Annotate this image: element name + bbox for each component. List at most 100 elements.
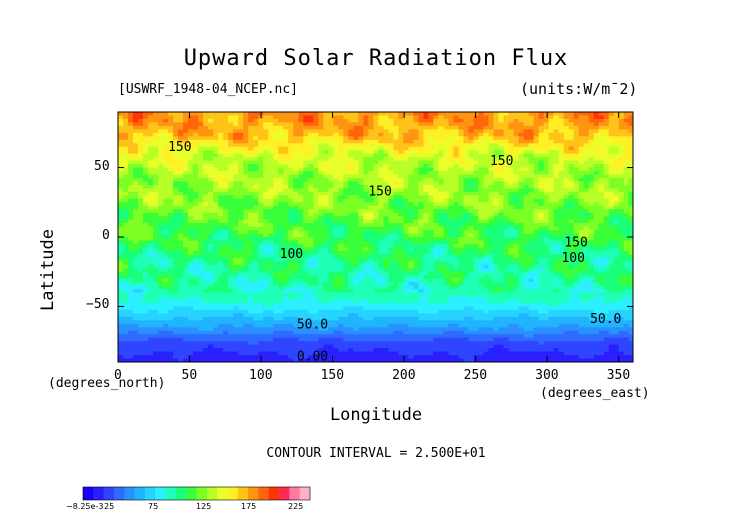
field-cell	[168, 198, 174, 203]
field-cell	[483, 143, 490, 148]
field-cell	[558, 150, 565, 155]
field-cell	[438, 230, 444, 235]
field-cell	[578, 268, 585, 273]
field-cell	[533, 250, 540, 255]
field-cell	[598, 184, 605, 189]
field-cell	[553, 136, 560, 141]
field-cell	[538, 233, 545, 238]
field-cell	[248, 240, 254, 245]
field-cell	[568, 136, 575, 141]
field-cell	[588, 146, 595, 151]
field-cell	[208, 223, 214, 228]
field-cell	[513, 261, 520, 266]
field-cell	[283, 167, 289, 172]
field-cell	[373, 247, 379, 252]
field-cell	[183, 247, 189, 252]
field-cell	[563, 143, 570, 148]
field-cell	[618, 198, 625, 203]
field-cell	[488, 146, 495, 151]
field-cell	[578, 230, 585, 235]
field-cell	[353, 129, 359, 134]
field-cell	[163, 268, 169, 273]
field-cell	[548, 268, 555, 273]
field-cell	[273, 243, 279, 248]
field-cell	[553, 143, 560, 148]
field-cell	[123, 164, 129, 169]
field-cell	[228, 237, 234, 242]
field-cell	[353, 243, 359, 248]
field-cell	[558, 226, 565, 231]
field-cell	[298, 254, 304, 259]
field-cell	[273, 209, 279, 214]
field-cell	[478, 264, 485, 269]
field-cell	[623, 181, 630, 186]
field-cell	[578, 223, 585, 228]
field-cell	[583, 136, 590, 141]
field-cell	[288, 115, 294, 120]
field-cell	[398, 178, 404, 183]
field-cell	[473, 136, 480, 141]
field-cell	[153, 212, 159, 217]
field-cell	[243, 268, 249, 273]
field-cell	[343, 261, 349, 266]
field-cell	[253, 268, 259, 273]
field-cell	[608, 212, 615, 217]
field-cell	[603, 164, 610, 169]
field-cell	[623, 115, 630, 120]
field-cell	[178, 271, 184, 276]
field-cell	[138, 188, 144, 193]
field-cell	[573, 254, 580, 259]
field-cell	[138, 164, 144, 169]
field-cell	[448, 125, 455, 130]
field-cell	[233, 223, 239, 228]
field-cell	[358, 164, 364, 169]
field-cell	[528, 212, 535, 217]
field-cell	[568, 198, 575, 203]
field-cell	[363, 160, 369, 165]
field-cell	[543, 125, 550, 130]
field-cell	[488, 271, 495, 276]
field-cell	[573, 136, 580, 141]
field-cell	[318, 264, 324, 269]
field-cell	[168, 181, 174, 186]
field-cell	[368, 205, 374, 210]
field-cell	[618, 136, 625, 141]
field-cell	[343, 115, 349, 120]
field-cell	[483, 171, 490, 176]
field-cell	[418, 157, 424, 162]
field-cell	[363, 278, 369, 283]
field-cell	[213, 226, 219, 231]
field-cell	[423, 264, 429, 269]
field-cell	[258, 178, 264, 183]
field-cell	[213, 219, 219, 224]
field-cell	[168, 153, 174, 158]
field-cell	[578, 219, 585, 224]
field-cell	[253, 257, 259, 262]
field-cell	[358, 254, 364, 259]
field-cell	[383, 205, 389, 210]
field-cell	[343, 268, 349, 273]
field-cell	[123, 136, 129, 141]
field-cell	[578, 112, 585, 117]
field-cell	[563, 271, 570, 276]
field-cell	[603, 223, 610, 228]
field-cell	[193, 157, 199, 162]
field-cell	[303, 115, 309, 120]
field-cell	[478, 219, 485, 224]
field-cell	[158, 230, 164, 235]
field-cell	[118, 146, 124, 151]
field-cell	[408, 271, 414, 276]
field-cell	[473, 205, 480, 210]
field-cell	[273, 271, 279, 276]
field-cell	[593, 212, 600, 217]
field-cell	[253, 184, 259, 189]
field-cell	[573, 167, 580, 172]
field-cell	[523, 226, 530, 231]
field-cell	[153, 118, 159, 123]
field-cell	[358, 219, 364, 224]
field-cell	[273, 268, 279, 273]
field-cell	[513, 184, 520, 189]
field-cell	[248, 198, 254, 203]
field-cell	[253, 212, 259, 217]
field-cell	[443, 118, 450, 123]
